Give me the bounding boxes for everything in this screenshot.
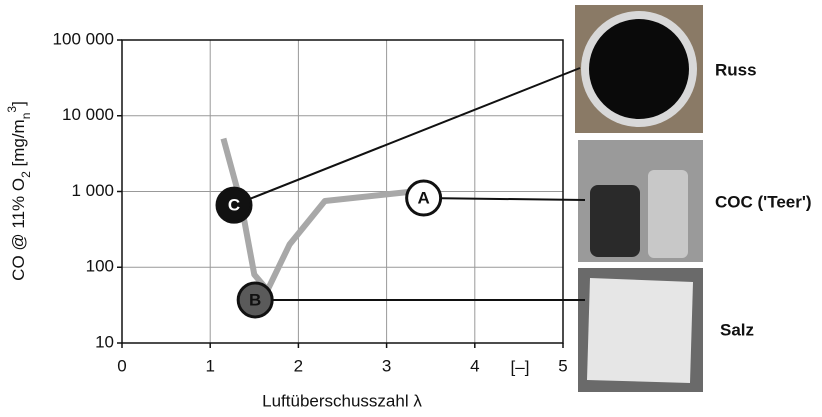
y-tick-label: 10 <box>95 332 114 351</box>
photo-caption: Russ <box>715 60 757 79</box>
x-tick-label: 2 <box>294 356 303 375</box>
x-unit: [–] <box>511 357 530 376</box>
x-tick-label: 5 <box>558 356 567 375</box>
x-axis-label: Luftüberschusszahl λ <box>262 391 422 410</box>
marker-label: C <box>228 196 240 215</box>
y-axis-label: CO @ 11% O2 [mg/mn3] <box>5 101 33 281</box>
photo-russ <box>575 5 703 133</box>
marker-label: B <box>249 290 261 309</box>
y-tick-label: 100 000 <box>53 29 114 48</box>
y-axis-label-part: ] <box>9 101 28 106</box>
x-tick-label: 1 <box>205 356 214 375</box>
x-tick-label: 0 <box>117 356 126 375</box>
y-axis-label-part: CO @ 11% O <box>9 178 28 281</box>
leader-line <box>234 68 580 205</box>
photo-caption: COC ('Teer') <box>715 192 812 211</box>
photo-caption: Salz <box>720 320 754 339</box>
y-tick-label: 1 000 <box>71 181 114 200</box>
chart: [–] Luftüberschusszahl λ CO @ 11% O2 [mg… <box>0 0 822 412</box>
marker-label: A <box>418 189 430 208</box>
leader-line <box>424 198 585 200</box>
photo-coc <box>578 140 703 262</box>
x-tick-label: 3 <box>382 356 391 375</box>
y-axis-label-part: [mg/m <box>9 119 28 171</box>
x-tick-label: 4 <box>470 356 479 375</box>
y-tick-label: 10 000 <box>62 105 114 124</box>
y-axis-label-part: n <box>19 113 33 120</box>
y-tick-label: 100 <box>86 257 114 276</box>
photo-salz <box>578 268 703 392</box>
